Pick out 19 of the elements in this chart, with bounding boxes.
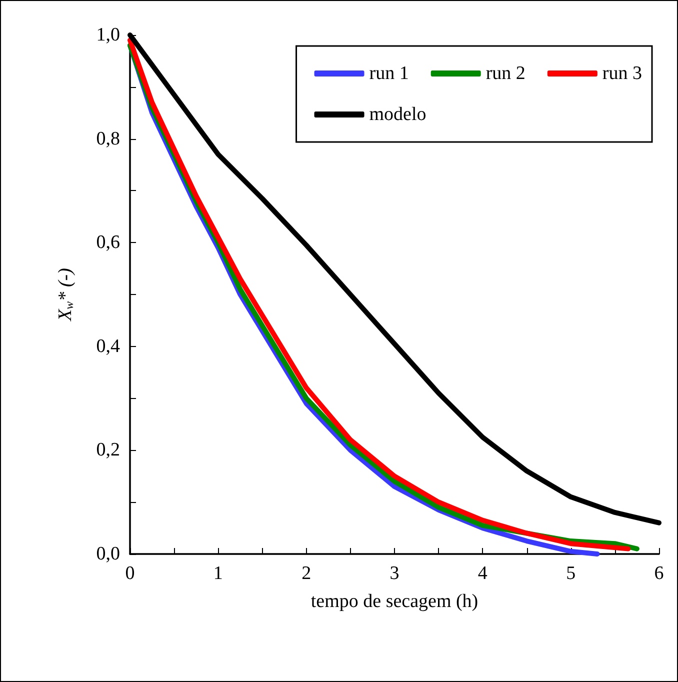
y-tick-label: 0,2 — [96, 440, 120, 461]
legend-label: modelo — [369, 104, 426, 125]
y-tick-label: 0,6 — [96, 232, 120, 254]
legend-label: run 1 — [369, 63, 409, 84]
legend-label: run 3 — [602, 63, 642, 84]
y-axis-title: Xw* (-) — [55, 268, 76, 322]
x-axis-title: tempo de secagem (h) — [310, 591, 478, 612]
x-tick-label: 0 — [125, 563, 135, 584]
x-tick-label: 1 — [213, 563, 223, 584]
legend-label: run 2 — [486, 63, 526, 84]
x-tick-label: 2 — [302, 563, 312, 584]
x-tick-label: 3 — [390, 563, 400, 584]
y-tick-label: 1,0 — [96, 24, 120, 46]
x-tick-label: 5 — [566, 563, 576, 584]
y-tick-label: 0,0 — [96, 544, 120, 564]
y-tick-label: 0,8 — [96, 128, 120, 150]
x-tick-label: 4 — [478, 563, 488, 584]
x-tick-label: 6 — [654, 563, 664, 584]
y-tick-label: 0,4 — [96, 336, 120, 357]
